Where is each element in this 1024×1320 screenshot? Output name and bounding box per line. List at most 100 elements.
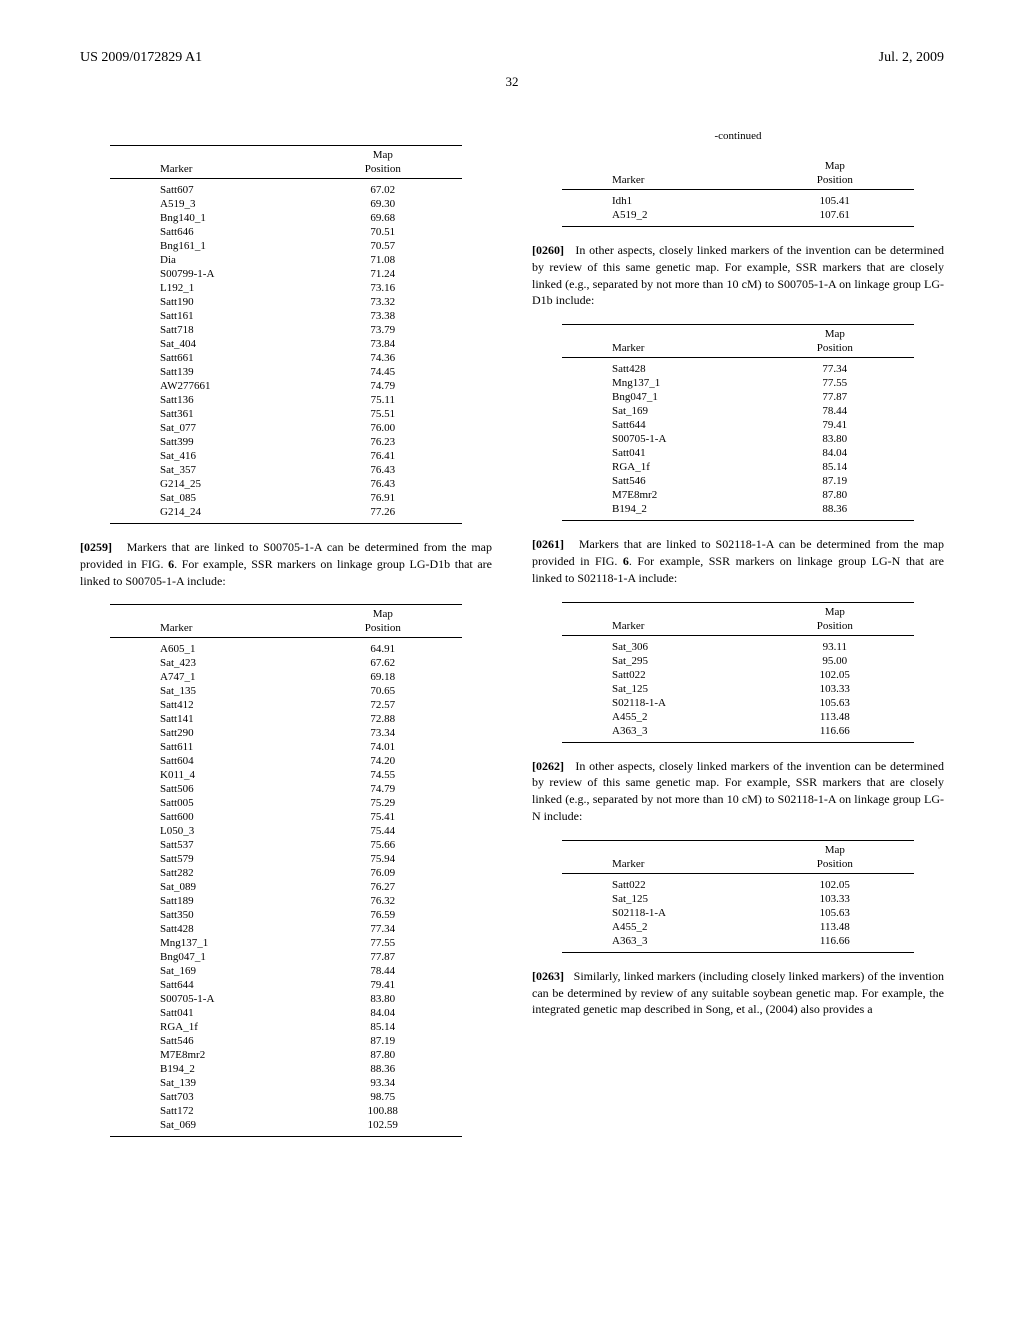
marker-cell: Satt611 [110, 740, 304, 754]
position-cell: 74.79 [304, 782, 462, 796]
position-cell: 75.44 [304, 824, 462, 838]
table-row: A605_164.91 [110, 638, 462, 657]
marker-cell: AW277661 [110, 379, 304, 393]
right-column: -continued Map MarkerPosition Idh1105.41… [532, 130, 944, 1152]
position-cell: 70.65 [304, 684, 462, 698]
marker-cell: Satt005 [110, 796, 304, 810]
table-row: Satt60474.20 [110, 754, 462, 768]
marker-cell: B194_2 [110, 1062, 304, 1076]
table-row: Satt64479.41 [110, 978, 462, 992]
table-row: A747_169.18 [110, 670, 462, 684]
table-row: Satt39976.23 [110, 435, 462, 449]
position-cell: 69.30 [304, 197, 462, 211]
table-row: Sat_35776.43 [110, 463, 462, 477]
marker-table-3: Map MarkerPosition Satt42877.34Mng137_17… [562, 324, 914, 521]
position-cell: 78.44 [756, 404, 914, 418]
content-columns: Map MarkerPosition Satt60767.02A519_369.… [80, 130, 944, 1152]
marker-cell: Sat_416 [110, 449, 304, 463]
table-row: Satt64479.41 [562, 418, 914, 432]
position-cell: 116.66 [756, 724, 914, 743]
marker-cell: Satt041 [110, 1006, 304, 1020]
marker-cell: B194_2 [562, 502, 756, 521]
position-cell: 84.04 [756, 446, 914, 460]
marker-cell: A519_3 [110, 197, 304, 211]
marker-cell: RGA_1f [562, 460, 756, 474]
table-row: Satt42877.34 [110, 922, 462, 936]
marker-cell: A455_2 [562, 710, 756, 724]
marker-cell: Satt644 [110, 978, 304, 992]
position-cell: 75.94 [304, 852, 462, 866]
table-row: Satt022102.05 [562, 668, 914, 682]
marker-cell: Mng137_1 [562, 376, 756, 390]
table-row: Satt36175.51 [110, 407, 462, 421]
position-cell: 107.61 [756, 208, 914, 227]
position-cell: 87.80 [756, 488, 914, 502]
position-cell: 113.48 [756, 710, 914, 724]
table-row: Satt13974.45 [110, 365, 462, 379]
marker-cell: Idh1 [562, 190, 756, 209]
marker-cell: M7E8mr2 [110, 1048, 304, 1062]
position-cell: 79.41 [756, 418, 914, 432]
page-header: US 2009/0172829 A1 Jul. 2, 2009 [80, 50, 944, 66]
position-cell: 105.63 [756, 906, 914, 920]
table-row: Satt13675.11 [110, 393, 462, 407]
position-cell: 77.55 [304, 936, 462, 950]
marker-cell: Satt546 [110, 1034, 304, 1048]
table-row: Satt022102.05 [562, 873, 914, 892]
marker-cell: A455_2 [562, 920, 756, 934]
marker-table-continued: Map MarkerPosition Idh1105.41A519_2107.6… [562, 157, 914, 227]
table-row: Idh1105.41 [562, 190, 914, 209]
marker-cell: Satt399 [110, 435, 304, 449]
marker-cell: Sat_357 [110, 463, 304, 477]
position-cell: 77.34 [304, 922, 462, 936]
marker-cell: A605_1 [110, 638, 304, 657]
marker-cell: Satt646 [110, 225, 304, 239]
para-num-0261: [0261] [532, 537, 564, 551]
marker-cell: Satt361 [110, 407, 304, 421]
position-cell: 83.80 [756, 432, 914, 446]
marker-cell: Satt661 [110, 351, 304, 365]
para-num-0262: [0262] [532, 759, 564, 773]
position-cell: 105.41 [756, 190, 914, 209]
position-cell: 74.45 [304, 365, 462, 379]
position-cell: 64.91 [304, 638, 462, 657]
marker-cell: Satt350 [110, 908, 304, 922]
marker-cell: Satt139 [110, 365, 304, 379]
table-row: Satt04184.04 [110, 1006, 462, 1020]
table-row: A363_3116.66 [562, 934, 914, 953]
table-row: Sat_30693.11 [562, 635, 914, 654]
table-row: Sat_13993.34 [110, 1076, 462, 1090]
position-cell: 75.41 [304, 810, 462, 824]
position-cell: 75.11 [304, 393, 462, 407]
table-row: Satt41272.57 [110, 698, 462, 712]
position-cell: 69.68 [304, 211, 462, 225]
table-row: Sat_13570.65 [110, 684, 462, 698]
table-row: Bng047_177.87 [562, 390, 914, 404]
table-row: Sat_40473.84 [110, 337, 462, 351]
marker-cell: Satt428 [110, 922, 304, 936]
marker-cell: Satt172 [110, 1104, 304, 1118]
paragraph-0262: [0262] In other aspects, closely linked … [532, 758, 944, 825]
table-row: Sat_125103.33 [562, 892, 914, 906]
header-marker-1: Marker [110, 162, 304, 179]
table-row: Mng137_177.55 [562, 376, 914, 390]
table-row: Satt64670.51 [110, 225, 462, 239]
marker-cell: Mng137_1 [110, 936, 304, 950]
paragraph-0263: [0263] Similarly, linked markers (includ… [532, 968, 944, 1018]
marker-cell: A363_3 [562, 934, 756, 953]
position-cell: 73.79 [304, 323, 462, 337]
position-cell: 74.55 [304, 768, 462, 782]
marker-cell: K011_4 [110, 768, 304, 782]
marker-cell: Sat_306 [562, 635, 756, 654]
table-row: RGA_1f85.14 [110, 1020, 462, 1034]
table-row: Sat_16978.44 [110, 964, 462, 978]
para-num-0263: [0263] [532, 969, 564, 983]
table-row: Sat_08576.91 [110, 491, 462, 505]
marker-cell: Sat_404 [110, 337, 304, 351]
para-num-0260: [0260] [532, 243, 564, 257]
marker-cell: Satt161 [110, 309, 304, 323]
position-cell: 102.05 [756, 668, 914, 682]
table-row: S02118-1-A105.63 [562, 696, 914, 710]
position-cell: 88.36 [756, 502, 914, 521]
position-cell: 73.34 [304, 726, 462, 740]
